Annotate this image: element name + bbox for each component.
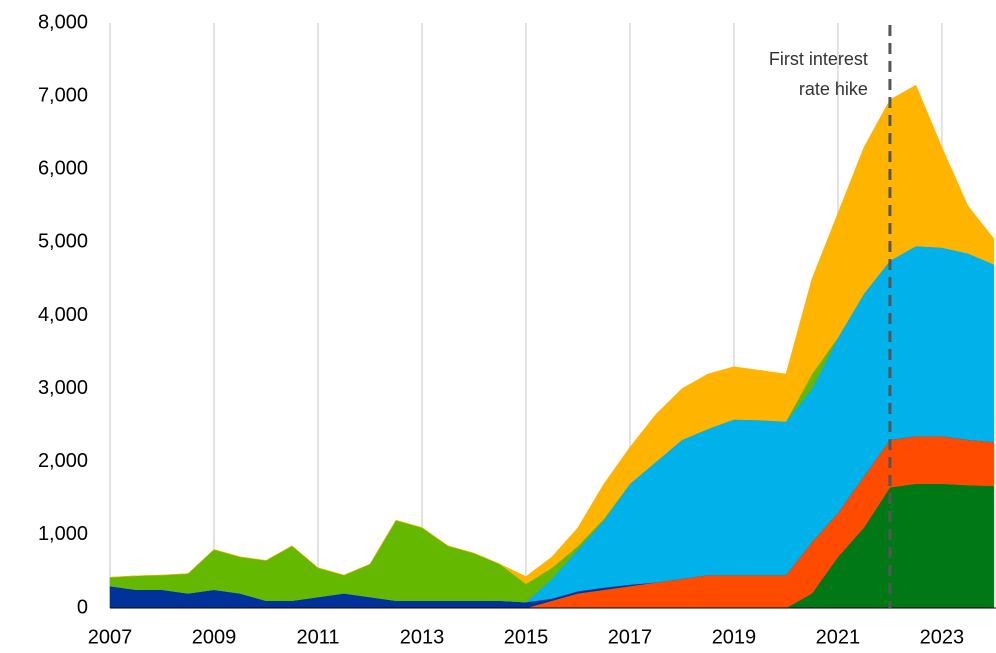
annotation-text: First interest — [769, 49, 868, 69]
y-tick-label: 7,000 — [38, 84, 88, 106]
x-tick-label: 2017 — [608, 626, 653, 648]
y-tick-label: 5,000 — [38, 231, 88, 253]
y-tick-label: 8,000 — [38, 11, 88, 33]
x-tick-label: 2011 — [296, 626, 339, 648]
x-tick-label: 2007 — [88, 626, 133, 648]
x-tick-label: 2013 — [400, 626, 445, 648]
x-tick-label: 2021 — [816, 626, 861, 648]
y-tick-label: 2,000 — [38, 450, 88, 472]
x-tick-label: 2023 — [920, 626, 965, 648]
x-tick-label: 2019 — [712, 626, 757, 648]
y-tick-label: 6,000 — [38, 158, 88, 180]
y-tick-label: 4,000 — [38, 304, 88, 326]
y-tick-label: 0 — [77, 596, 88, 618]
area — [109, 84, 995, 585]
x-tick-label: 2009 — [192, 626, 237, 648]
y-tick-label: 1,000 — [38, 523, 88, 545]
x-tick-label: 2015 — [504, 626, 549, 648]
y-tick-label: 3,000 — [38, 377, 88, 399]
annotation-text: rate hike — [799, 79, 868, 99]
